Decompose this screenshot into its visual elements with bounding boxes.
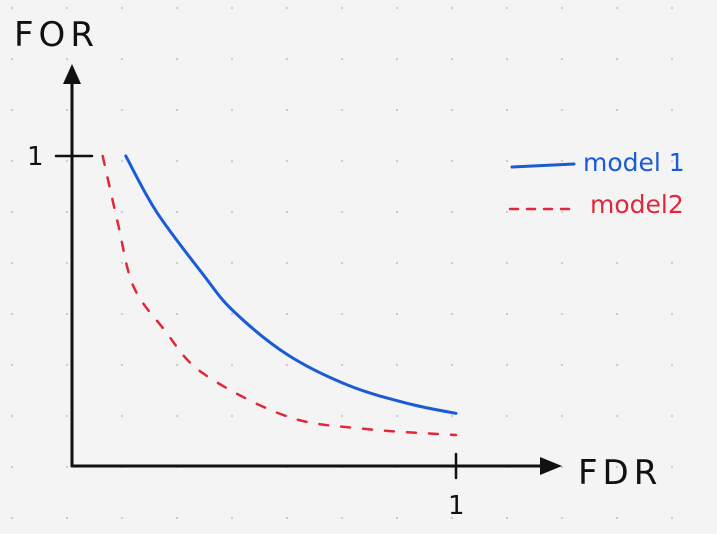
series-line-model-1	[124, 154, 458, 415]
x-tick-label: 1	[448, 491, 465, 521]
x-axis-label: FDR	[578, 453, 662, 493]
series-line-model-2	[101, 154, 458, 437]
legend: model 1 model2	[508, 148, 685, 219]
x-axis-arrow	[540, 457, 562, 475]
legend-label-model-1: model 1	[583, 148, 685, 177]
background-dot-grid	[10, 6, 674, 520]
y-axis-arrow	[63, 64, 81, 84]
legend-label-model-2: model2	[590, 190, 684, 219]
y-tick-label: 1	[27, 142, 44, 172]
legend-swatch-model-1	[510, 162, 576, 169]
y-axis-label: FOR	[14, 15, 99, 55]
